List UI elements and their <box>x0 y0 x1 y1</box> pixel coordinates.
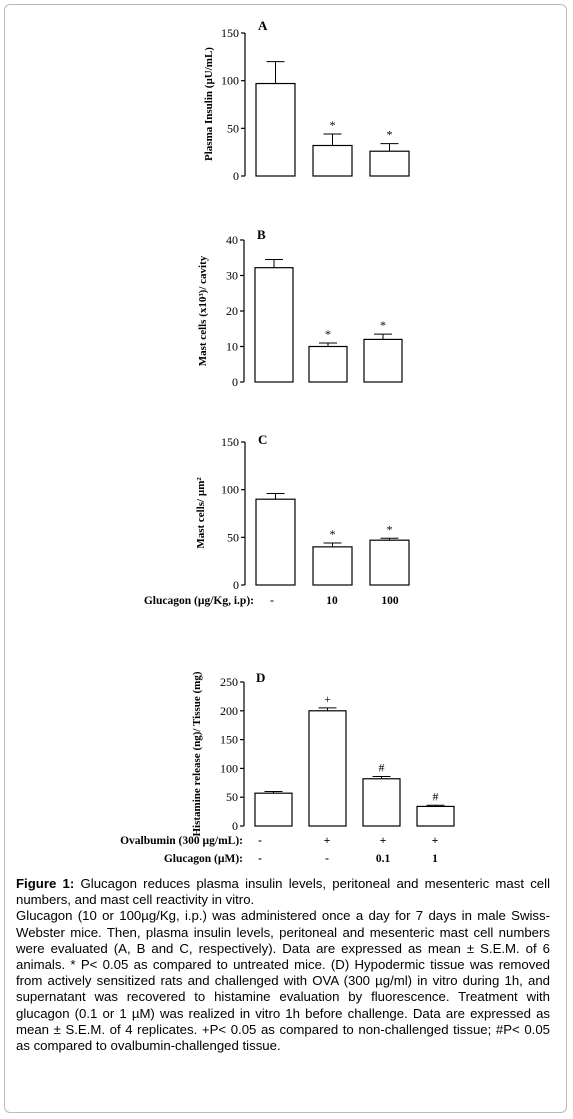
bar <box>369 539 410 586</box>
treatment-value: 10 <box>326 595 338 607</box>
panel-letter: A <box>258 18 268 33</box>
y-axis-label: Histamine release (ng)/ Tissue (mg) <box>191 671 203 836</box>
y-tick-label: 150 <box>221 26 239 40</box>
significance-mark: * <box>330 118 336 132</box>
bar <box>308 710 347 827</box>
y-tick-label: 50 <box>227 121 239 135</box>
y-tick-label: 50 <box>226 790 238 804</box>
treatment-value: 1 <box>432 853 438 865</box>
bar <box>255 82 296 177</box>
bar <box>369 150 410 177</box>
bar <box>416 805 455 827</box>
significance-mark: * <box>380 318 386 332</box>
panel-letter: B <box>257 227 266 242</box>
y-tick-label: 0 <box>232 375 238 389</box>
significance-mark: # <box>379 760 385 774</box>
significance-mark: # <box>433 789 439 803</box>
y-tick-label: 30 <box>226 269 238 283</box>
treatment-value: 0.1 <box>376 853 391 865</box>
y-tick-label: 0 <box>232 819 238 833</box>
significance-mark: * <box>387 128 393 142</box>
figure-label: Figure 1: <box>16 876 75 891</box>
treatment-label: Ovalbumin (300 µg/mL): <box>120 835 243 847</box>
panel-letter: C <box>258 432 267 447</box>
y-tick-label: 200 <box>220 704 238 718</box>
y-tick-label: 100 <box>221 74 239 88</box>
treatment-value: + <box>324 835 331 847</box>
y-tick-label: 40 <box>226 233 238 247</box>
figure-description: Glucagon (10 or 100µg/Kg, i.p.) was admi… <box>16 908 550 1054</box>
y-axis-label: Plasma Insulin (µU/mL) <box>203 47 215 161</box>
y-tick-label: 100 <box>221 483 239 497</box>
treatment-label: Glucagon (µg/Kg, i.p): <box>144 595 254 607</box>
y-tick-label: 150 <box>221 435 239 449</box>
significance-mark: * <box>387 522 393 536</box>
treatment-label: Glucagon (µM): <box>164 853 243 865</box>
y-axis-label: Mast cells/ µm² <box>195 477 207 549</box>
chart-panel-b: B 0 10 20 30 40 Mast cells (x10³)/ cavity * * <box>197 227 403 389</box>
significance-mark: * <box>325 327 331 341</box>
y-tick-label: 50 <box>227 530 239 544</box>
bar <box>255 498 296 586</box>
y-tick-label: 100 <box>220 761 238 775</box>
treatment-value: - <box>325 853 329 865</box>
treatment-value: + <box>380 835 387 847</box>
chart-panel-d: D 0 50 100 150 200 250 Histamine release (ng)/ … <box>120 670 455 865</box>
significance-mark: * <box>330 527 336 541</box>
y-tick-label: 150 <box>220 733 238 747</box>
chart-panel-c: C 0 50 100 150 Mast cells/ µm² * * Glucagon (µg/… <box>144 432 410 607</box>
y-tick-label: 10 <box>226 340 238 354</box>
figure-caption: Figure 1: Glucagon reduces plasma insuli… <box>16 876 550 1054</box>
treatment-value: - <box>270 595 274 607</box>
bar <box>312 144 353 177</box>
y-tick-label: 0 <box>233 169 239 183</box>
figure-title: Glucagon reduces plasma insulin levels, … <box>16 876 551 908</box>
bar <box>254 792 293 827</box>
chart-panel-a: A 0 50 100 150 Plasma Insulin (µU/mL) * * <box>203 18 410 183</box>
y-tick-label: 0 <box>233 578 239 592</box>
treatment-value: - <box>258 835 262 847</box>
significance-mark: + <box>324 692 331 706</box>
bar <box>254 267 294 383</box>
y-tick-label: 20 <box>226 304 238 318</box>
panel-letter: D <box>256 670 265 685</box>
treatment-value: + <box>432 835 439 847</box>
y-tick-label: 250 <box>220 675 238 689</box>
bar <box>312 546 353 586</box>
y-axis-label: Mast cells (x10³)/ cavity <box>197 255 209 366</box>
bar <box>362 778 401 827</box>
treatment-value: - <box>258 853 262 865</box>
bar <box>363 338 403 383</box>
bar <box>308 345 348 383</box>
treatment-value: 100 <box>381 595 399 607</box>
